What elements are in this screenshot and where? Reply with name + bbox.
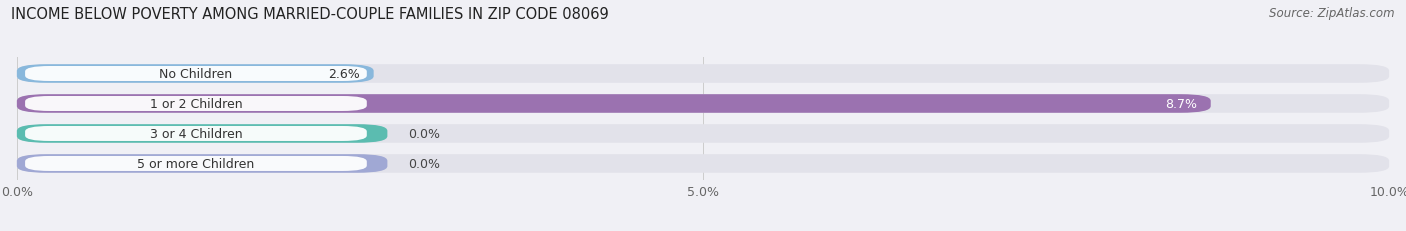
FancyBboxPatch shape [25, 67, 367, 82]
FancyBboxPatch shape [17, 95, 1211, 113]
Text: 2.6%: 2.6% [328, 68, 360, 81]
Text: No Children: No Children [159, 68, 232, 81]
FancyBboxPatch shape [17, 155, 1389, 173]
Text: 3 or 4 Children: 3 or 4 Children [149, 128, 242, 140]
FancyBboxPatch shape [25, 156, 367, 171]
Text: INCOME BELOW POVERTY AMONG MARRIED-COUPLE FAMILIES IN ZIP CODE 08069: INCOME BELOW POVERTY AMONG MARRIED-COUPL… [11, 7, 609, 22]
FancyBboxPatch shape [25, 126, 367, 141]
FancyBboxPatch shape [17, 125, 388, 143]
FancyBboxPatch shape [17, 125, 1389, 143]
FancyBboxPatch shape [17, 95, 1389, 113]
Text: Source: ZipAtlas.com: Source: ZipAtlas.com [1270, 7, 1395, 20]
FancyBboxPatch shape [25, 97, 367, 112]
Text: 1 or 2 Children: 1 or 2 Children [149, 97, 242, 110]
Text: 8.7%: 8.7% [1166, 97, 1197, 110]
Text: 0.0%: 0.0% [408, 128, 440, 140]
Text: 5 or more Children: 5 or more Children [138, 157, 254, 170]
FancyBboxPatch shape [17, 155, 388, 173]
FancyBboxPatch shape [17, 65, 374, 83]
Text: 0.0%: 0.0% [408, 157, 440, 170]
FancyBboxPatch shape [17, 65, 1389, 83]
